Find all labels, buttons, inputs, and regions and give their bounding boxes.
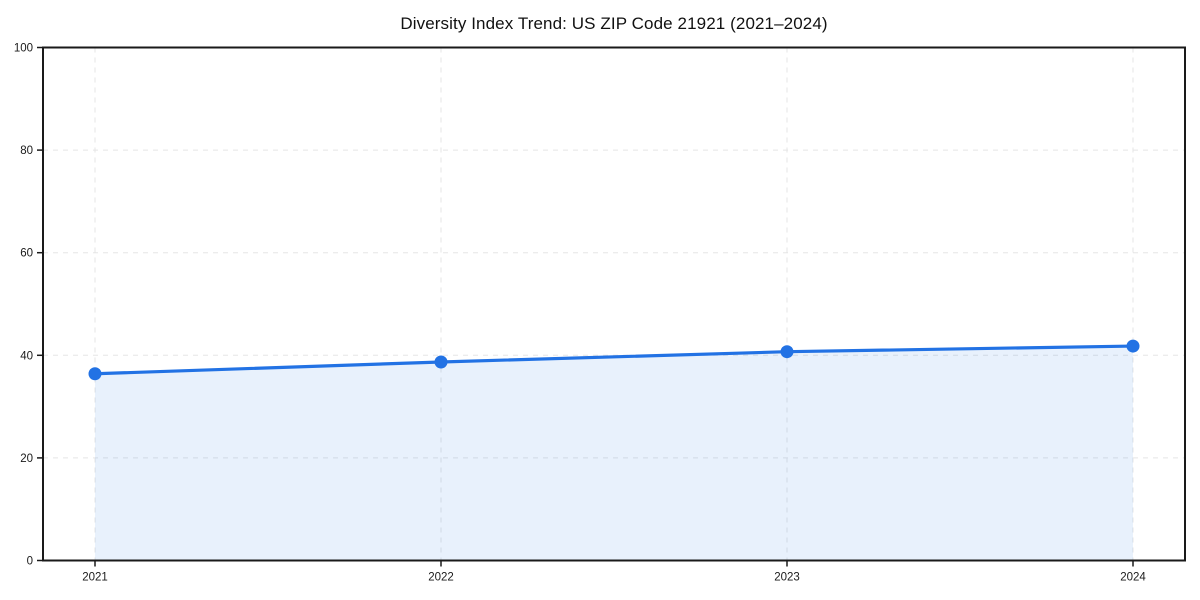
x-axis-tick-label: 2022: [428, 572, 454, 584]
chart-title: Diversity Index Trend: US ZIP Code 21921…: [400, 14, 828, 33]
trend-line: [93, 344, 1135, 376]
y-axis-tick-label: 100: [14, 43, 33, 55]
y-axis-tick-label: 60: [20, 248, 33, 260]
y-axis-tick-label: 40: [20, 350, 33, 362]
y-axis-tick-label: 0: [27, 556, 33, 568]
x-axis-tick-label: 2024: [1120, 572, 1146, 584]
area-fill: [95, 346, 1133, 561]
x-axis-tick-label: 2023: [774, 572, 800, 584]
data-point-marker: [88, 367, 102, 381]
y-axis-tick-label: 80: [20, 145, 33, 157]
y-axis-tick-label: 20: [20, 453, 33, 465]
x-axis-tick-label: 2021: [82, 572, 108, 584]
axes-box: [42, 46, 1186, 562]
data-point-marker: [1126, 339, 1140, 353]
data-point-marker: [434, 355, 448, 369]
data-point-marker: [780, 345, 794, 359]
